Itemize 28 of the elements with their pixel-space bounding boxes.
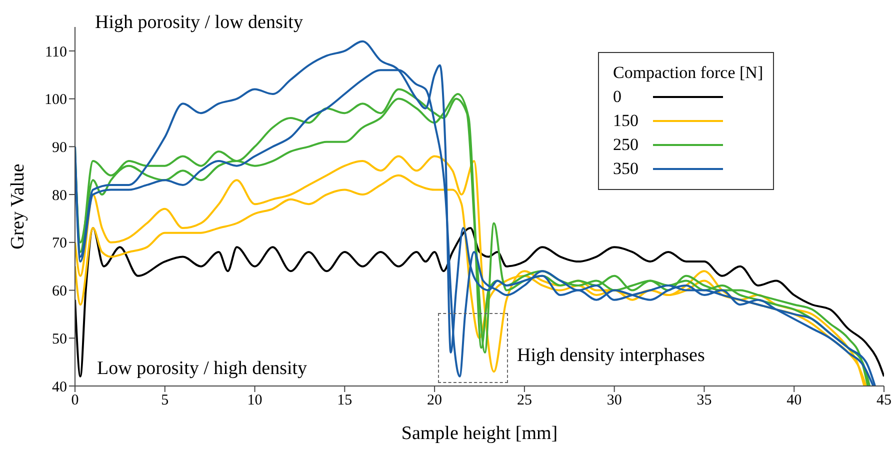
x-tick-label: 0 — [71, 392, 79, 409]
x-tick-label: 40 — [786, 392, 802, 409]
x-tick-label: 30 — [606, 392, 622, 409]
x-tick-label: 20 — [427, 392, 442, 409]
x-tick-label: 45 — [876, 392, 892, 409]
y-tick-label: 40 — [52, 379, 67, 396]
x-tick-label: 15 — [337, 392, 352, 409]
x-tick-label: 10 — [247, 392, 262, 409]
legend-label: 350 — [613, 158, 640, 180]
y-tick-label: 60 — [52, 284, 67, 300]
y-axis-title: Grey Value — [8, 164, 29, 250]
legend-label: 250 — [613, 134, 640, 156]
y-tick-label: 110 — [45, 44, 67, 60]
x-tick-label: 35 — [696, 392, 712, 409]
legend-label: 150 — [613, 110, 640, 132]
annotation: High porosity / low density — [95, 12, 303, 34]
annotation: Low porosity / high density — [97, 358, 308, 380]
y-tick-label: 90 — [52, 140, 67, 156]
x-tick-label: 25 — [516, 392, 532, 409]
x-tick-label: 5 — [161, 392, 169, 409]
legend-label: 0 — [613, 86, 622, 108]
annotation: High density interphases — [517, 345, 705, 367]
y-tick-label: 70 — [52, 236, 67, 252]
y-tick-label: 80 — [52, 188, 67, 204]
y-tick-label: 50 — [52, 331, 67, 348]
x-axis-title: Sample height [mm] — [401, 423, 558, 444]
y-tick-label: 100 — [44, 92, 67, 108]
legend-title: Compaction force [N] — [613, 62, 764, 84]
